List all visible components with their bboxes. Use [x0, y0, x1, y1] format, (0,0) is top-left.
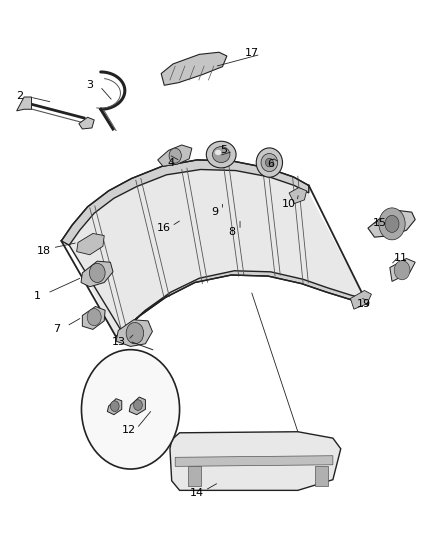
Ellipse shape [265, 158, 273, 167]
Circle shape [169, 148, 181, 163]
Text: 8: 8 [229, 227, 236, 237]
Text: 16: 16 [157, 223, 171, 233]
Text: 18: 18 [37, 246, 51, 255]
Polygon shape [350, 290, 371, 309]
Text: 11: 11 [394, 253, 408, 263]
Polygon shape [107, 399, 122, 415]
Text: 5: 5 [220, 146, 227, 155]
Ellipse shape [212, 147, 230, 163]
Circle shape [89, 263, 105, 282]
Circle shape [379, 208, 405, 240]
Polygon shape [81, 261, 113, 287]
Circle shape [394, 261, 410, 280]
Polygon shape [289, 188, 307, 204]
Polygon shape [129, 397, 145, 415]
Text: 17: 17 [245, 49, 259, 58]
Text: 2: 2 [16, 91, 23, 101]
Circle shape [81, 350, 180, 469]
Ellipse shape [206, 141, 236, 168]
Ellipse shape [215, 150, 221, 155]
Polygon shape [188, 466, 201, 486]
Polygon shape [315, 466, 328, 486]
Text: 3: 3 [86, 80, 93, 90]
Circle shape [385, 215, 399, 232]
Polygon shape [69, 169, 368, 337]
Text: 14: 14 [190, 488, 204, 498]
Polygon shape [82, 306, 105, 329]
Text: 4: 4 [167, 158, 174, 167]
Polygon shape [61, 160, 309, 245]
Polygon shape [390, 259, 415, 281]
Text: 19: 19 [357, 299, 371, 309]
Polygon shape [161, 52, 227, 85]
Polygon shape [17, 97, 32, 111]
Circle shape [134, 400, 142, 410]
Circle shape [126, 322, 144, 344]
Text: 1: 1 [34, 291, 41, 301]
Polygon shape [79, 117, 94, 129]
Polygon shape [116, 271, 368, 337]
Text: 6: 6 [267, 159, 274, 168]
Circle shape [87, 309, 101, 326]
Text: 13: 13 [112, 337, 126, 347]
Text: 7: 7 [53, 325, 60, 334]
Polygon shape [175, 456, 333, 466]
Text: 15: 15 [373, 218, 387, 228]
Polygon shape [158, 145, 192, 166]
Polygon shape [170, 432, 341, 490]
Text: 12: 12 [122, 425, 136, 435]
Ellipse shape [256, 148, 283, 177]
Text: 10: 10 [282, 199, 296, 208]
Circle shape [110, 401, 119, 411]
Polygon shape [116, 320, 152, 346]
Text: 9: 9 [211, 207, 218, 216]
Polygon shape [77, 233, 104, 255]
Ellipse shape [261, 154, 278, 172]
Polygon shape [368, 211, 415, 237]
